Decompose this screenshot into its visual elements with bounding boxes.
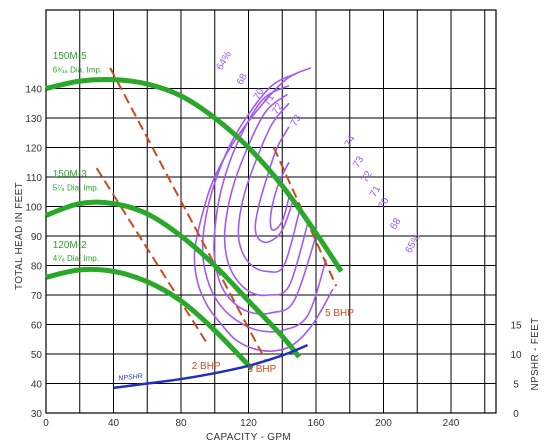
- y-tick-label: 30: [31, 409, 43, 420]
- efficiency-label: 71: [368, 184, 383, 200]
- y-tick-label: 130: [25, 114, 42, 125]
- curves-layer: [45, 67, 344, 390]
- head-curve: [45, 76, 344, 273]
- axes-layer: 0 40 80 120 160 200 24030405060708090100110120…: [14, 85, 541, 444]
- efficiency-contour: [193, 67, 334, 352]
- efficiency-label: 73: [289, 113, 304, 129]
- efficiency-contour: [223, 93, 309, 297]
- y2-tick-label: 10: [510, 350, 522, 361]
- efficiency-label: 72: [360, 169, 375, 185]
- y-tick-label: 70: [31, 291, 43, 302]
- bhp-line: [109, 67, 267, 361]
- y-tick-label: 60: [31, 321, 43, 332]
- bhp-label: 5 BHP: [325, 308, 354, 319]
- x-tick-label: 120: [240, 418, 257, 429]
- efficiency-label: 70: [252, 86, 267, 102]
- y2-tick-label: 15: [510, 321, 522, 332]
- y-tick-label: 50: [31, 350, 43, 361]
- head-curve: [45, 266, 254, 371]
- x-tick-label: 40: [108, 418, 120, 429]
- plot-frame: [45, 9, 497, 414]
- npshr-curve: [113, 343, 309, 390]
- efficiency-label: 74: [343, 133, 358, 149]
- efficiency-contour: [213, 84, 317, 315]
- head-curve-impeller-label: 4⁷⁄₈ Dia. Imp.: [53, 254, 99, 263]
- x-tick-label: 0: [43, 418, 49, 429]
- head-curve-impeller-label: 6⁹⁄₁₆ Dia. Imp.: [53, 65, 102, 74]
- efficiency-label: 68: [235, 72, 250, 88]
- efficiency-label: 72: [270, 101, 285, 117]
- bhp-label: 2 BHP: [192, 361, 221, 372]
- y-tick-label: 140: [25, 85, 42, 96]
- x-tick-label: 160: [308, 418, 325, 429]
- bhp-label: 3 BHP: [247, 364, 276, 375]
- head-curve-impeller-label: 5⁷⁄₈ Dia. Imp.: [53, 183, 99, 192]
- efficiency-label: 64%: [215, 49, 235, 72]
- efficiency-label: 71: [262, 92, 277, 108]
- x-tick-label: 80: [175, 418, 187, 429]
- labels-layer: 150M-5 6⁹⁄₁₆ Dia. Imp. 150M-3 5⁷⁄₈ Dia. Imp…: [53, 49, 423, 382]
- x-tick-label: 240: [443, 418, 460, 429]
- bhp-line: [95, 167, 208, 343]
- y2-axis-title: NPSHR - FEET: [530, 317, 541, 390]
- efficiency-label: 68: [388, 216, 403, 232]
- y2-tick-label: 5: [513, 380, 519, 391]
- x-tick-label: 200: [375, 418, 392, 429]
- npshr-label: NPSHR: [118, 373, 143, 383]
- head-curve-model-label: 120M-2: [53, 240, 87, 251]
- efficiency-contour: [237, 102, 300, 273]
- y-tick-label: 100: [25, 203, 42, 214]
- head-curve-model-label: 150M-3: [53, 169, 87, 180]
- efficiency-label: 73: [351, 154, 366, 170]
- efficiency-contour: [254, 126, 295, 244]
- efficiency-label: 70: [377, 195, 392, 211]
- head-curve-model-label: 150M-5: [53, 51, 87, 62]
- y-tick-label: 120: [25, 144, 42, 155]
- y-tick-label: 80: [31, 262, 43, 273]
- y2-tick-label: 0: [513, 409, 519, 420]
- head-curve: [45, 199, 302, 359]
- y-tick-label: 40: [31, 380, 43, 391]
- x-axis-title: CAPACITY - GPM: [206, 432, 291, 443]
- y-tick-label: 90: [31, 232, 43, 243]
- y-tick-label: 110: [26, 173, 42, 184]
- y-axis-title: TOTAL HEAD IN FEET: [14, 182, 25, 290]
